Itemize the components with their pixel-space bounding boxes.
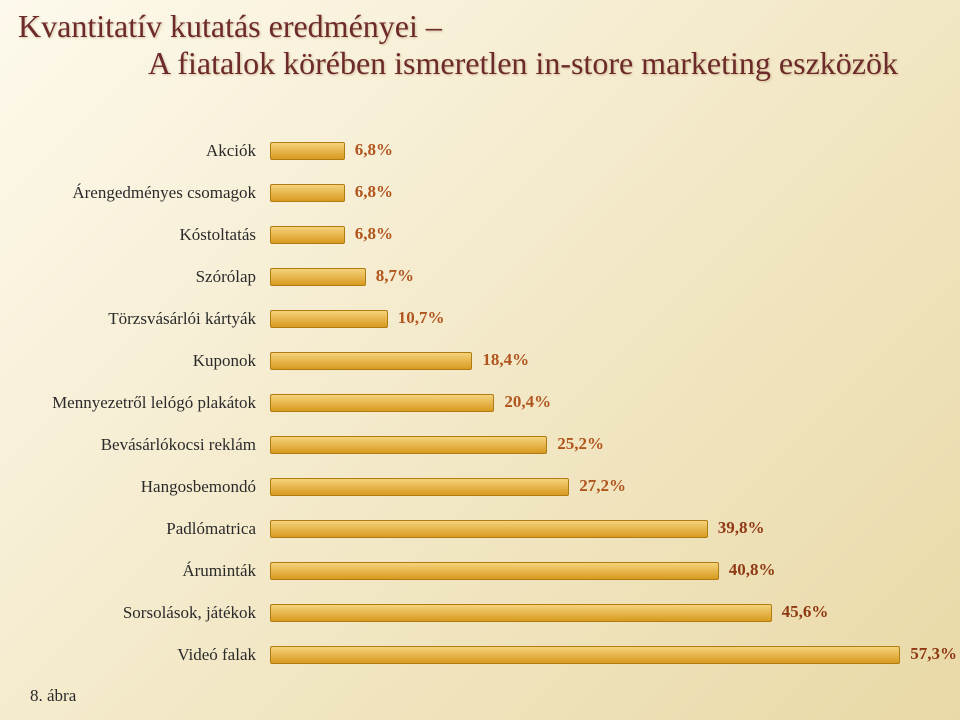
bar xyxy=(270,268,366,286)
chart-row: Bevásárlókocsi reklám 25,2% xyxy=(0,424,960,466)
bar-track: 25,2% xyxy=(270,436,960,454)
bar-track: 6,8% xyxy=(270,142,960,160)
bar-track: 40,8% xyxy=(270,562,960,580)
value-label: 6,8% xyxy=(355,140,393,160)
value-label: 39,8% xyxy=(718,518,765,538)
category-label: Akciók xyxy=(0,141,270,161)
bar-track: 6,8% xyxy=(270,184,960,202)
title-block: Kvantitatív kutatás eredményei – A fiata… xyxy=(0,0,960,82)
category-label: Sorsolások, játékok xyxy=(0,603,270,623)
bar xyxy=(270,478,569,496)
bar xyxy=(270,394,494,412)
chart-row: Szórólap 8,7% xyxy=(0,256,960,298)
bar-track: 45,6% xyxy=(270,604,960,622)
chart-row: Sorsolások, játékok 45,6% xyxy=(0,592,960,634)
chart-row: Árengedményes csomagok 6,8% xyxy=(0,172,960,214)
category-label: Árengedményes csomagok xyxy=(0,183,270,203)
chart-row: Videó falak 57,3% xyxy=(0,634,960,676)
bar xyxy=(270,226,345,244)
value-label: 27,2% xyxy=(579,476,626,496)
bar xyxy=(270,562,719,580)
bar-chart: Akciók6,8%Árengedményes csomagok6,8%Kóst… xyxy=(0,130,960,676)
category-label: Bevásárlókocsi reklám xyxy=(0,435,270,455)
bar xyxy=(270,184,345,202)
value-label: 20,4% xyxy=(504,392,551,412)
category-label: Hangosbemondó xyxy=(0,477,270,497)
value-label: 10,7% xyxy=(398,308,445,328)
title-line2: A fiatalok körében ismeretlen in-store m… xyxy=(18,45,942,82)
value-label: 18,4% xyxy=(482,350,529,370)
chart-row: Padlómatrica 39,8% xyxy=(0,508,960,550)
bar-track: 8,7% xyxy=(270,268,960,286)
bar xyxy=(270,604,772,622)
value-label: 45,6% xyxy=(782,602,829,622)
category-label: Áruminták xyxy=(0,561,270,581)
chart-row: Kuponok 18,4% xyxy=(0,340,960,382)
chart-row: Hangosbemondó 27,2% xyxy=(0,466,960,508)
value-label: 25,2% xyxy=(557,434,604,454)
bar xyxy=(270,310,388,328)
chart-row: Akciók 6,8% xyxy=(0,130,960,172)
bar-track: 27,2% xyxy=(270,478,960,496)
category-label: Kuponok xyxy=(0,351,270,371)
bar xyxy=(270,142,345,160)
bar xyxy=(270,646,900,664)
chart-row: Törzsvásárlói kártyák 10,7% xyxy=(0,298,960,340)
chart-row: Kóstoltatás 6,8% xyxy=(0,214,960,256)
value-label: 6,8% xyxy=(355,224,393,244)
chart-row: Áruminták 40,8% xyxy=(0,550,960,592)
bar-track: 39,8% xyxy=(270,520,960,538)
category-label: Padlómatrica xyxy=(0,519,270,539)
value-label: 6,8% xyxy=(355,182,393,202)
category-label: Kóstoltatás xyxy=(0,225,270,245)
value-label: 8,7% xyxy=(376,266,414,286)
bar-track: 6,8% xyxy=(270,226,960,244)
bar-track: 20,4% xyxy=(270,394,960,412)
value-label: 40,8% xyxy=(729,560,776,580)
bar-track: 18,4% xyxy=(270,352,960,370)
figure-caption: 8. ábra xyxy=(30,686,76,706)
bar-track: 10,7% xyxy=(270,310,960,328)
bar xyxy=(270,520,708,538)
chart-row: Mennyezetről lelógó plakátok 20,4% xyxy=(0,382,960,424)
bar xyxy=(270,436,547,454)
bar xyxy=(270,352,472,370)
value-label: 57,3% xyxy=(910,644,957,664)
title-line1: Kvantitatív kutatás eredményei – xyxy=(18,8,942,45)
category-label: Videó falak xyxy=(0,645,270,665)
category-label: Mennyezetről lelógó plakátok xyxy=(0,393,270,413)
bar-track: 57,3% xyxy=(270,646,960,664)
category-label: Törzsvásárlói kártyák xyxy=(0,309,270,329)
category-label: Szórólap xyxy=(0,267,270,287)
